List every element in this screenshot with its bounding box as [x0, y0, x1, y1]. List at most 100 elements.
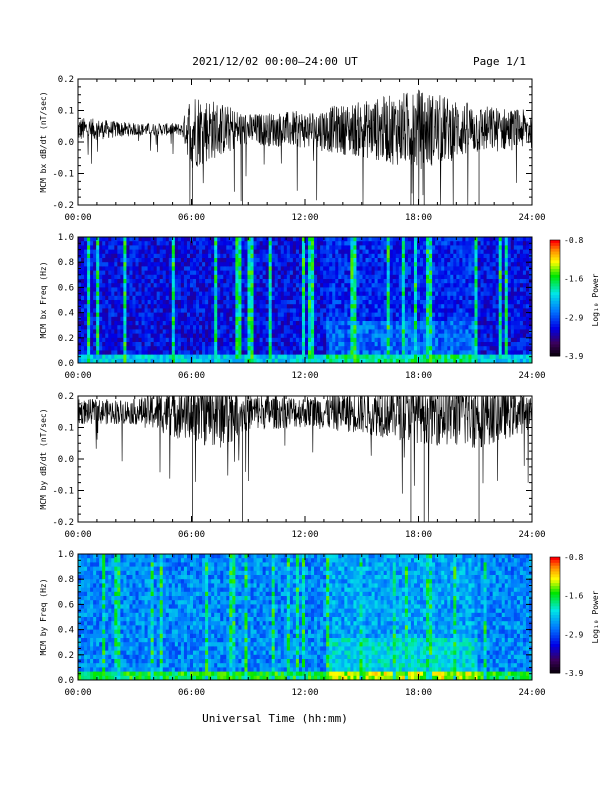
colorbar-swatch-15	[550, 601, 560, 604]
x-tick-label: 24:00	[518, 371, 545, 381]
colorbar-tick-label: -1.6	[564, 592, 583, 601]
y-tick-label: -0.2	[52, 201, 74, 211]
y-tick-label: -0.2	[52, 518, 74, 528]
colorbar-swatch-15	[550, 284, 560, 287]
colorbar-swatch-22	[550, 621, 560, 624]
colorbar-swatch-14	[550, 598, 560, 601]
colorbar-swatch-10	[550, 586, 560, 589]
colorbar-swatch-35	[550, 659, 560, 662]
spectrogram-cells	[78, 237, 532, 363]
y-tick-label: 0.2	[58, 392, 74, 402]
y-tick-label: 0.0	[58, 359, 74, 369]
colorbar-swatch-19	[550, 612, 560, 615]
x-tick-label: 06:00	[178, 530, 205, 540]
y-tick-label: 0.8	[58, 258, 74, 268]
y-tick-label: 0.0	[58, 455, 74, 465]
x-tick-label: 06:00	[178, 688, 205, 698]
x-tick-label: 12:00	[291, 371, 318, 381]
y-tick-label: 0.6	[58, 600, 74, 610]
colorbar-swatch-0	[550, 557, 560, 560]
colorbar-swatch-31	[550, 330, 560, 333]
colorbar-swatch-26	[550, 315, 560, 318]
colorbar-swatch-20	[550, 615, 560, 618]
colorbar-swatch-22	[550, 304, 560, 307]
colorbar-tick-label: -0.8	[564, 236, 583, 245]
colorbar-swatch-30	[550, 327, 560, 330]
colorbar-swatch-10	[550, 269, 560, 272]
colorbar-swatch-11	[550, 589, 560, 592]
colorbar-swatch-27	[550, 635, 560, 638]
colorbar-swatch-31	[550, 647, 560, 650]
y-axis-label: MCM bx dB/dt (nT/sec)	[39, 91, 48, 192]
colorbar-tick-label: -2.9	[564, 630, 583, 639]
colorbar-tick-label: -2.9	[564, 313, 583, 322]
colorbar-swatch-37	[550, 347, 560, 350]
colorbar-swatch-1	[550, 243, 560, 246]
y-axis-label: MCM by dB/dt (nT/sec)	[39, 408, 48, 509]
colorbar-swatch-18	[550, 609, 560, 612]
y-tick-label: 0.8	[58, 575, 74, 585]
y-tick-label: 0.2	[58, 334, 74, 344]
colorbar-label: Log₁₀ Power	[591, 590, 600, 643]
colorbar-swatch-30	[550, 644, 560, 647]
colorbar-swatch-24	[550, 627, 560, 630]
colorbar-swatch-7	[550, 260, 560, 263]
x-tick-label: 00:00	[64, 213, 91, 223]
colorbar-tick-label: -3.9	[564, 352, 583, 361]
colorbar-swatch-33	[550, 336, 560, 339]
y-tick-label: 1.0	[58, 233, 74, 243]
colorbar-swatch-34	[550, 339, 560, 342]
colorbar-swatch-36	[550, 344, 560, 347]
y-tick-label: 0.6	[58, 283, 74, 293]
colorbar-swatch-0	[550, 240, 560, 243]
colorbar-swatch-18	[550, 292, 560, 295]
y-tick-label: 0.0	[58, 676, 74, 686]
colorbar-swatch-14	[550, 281, 560, 284]
colorbar-swatch-27	[550, 318, 560, 321]
x-tick-label: 24:00	[518, 213, 545, 223]
colorbar-swatch-2	[550, 563, 560, 566]
colorbar-swatch-23	[550, 307, 560, 310]
colorbar-swatch-7	[550, 577, 560, 580]
colorbar-swatch-11	[550, 272, 560, 275]
colorbar-swatch-32	[550, 333, 560, 336]
colorbar-swatch-5	[550, 572, 560, 575]
colorbar-swatch-3	[550, 249, 560, 252]
x-tick-label: 12:00	[291, 530, 318, 540]
page-indicator: Page 1/1	[473, 55, 526, 68]
colorbar-swatch-3	[550, 566, 560, 569]
x-tick-label: 18:00	[405, 530, 432, 540]
colorbar-swatch-25	[550, 313, 560, 316]
colorbar-swatch-17	[550, 289, 560, 292]
y-tick-label: 0.1	[58, 424, 74, 434]
x-tick-label: 18:00	[405, 371, 432, 381]
colorbar-swatch-5	[550, 255, 560, 258]
x-tick-label: 24:00	[518, 530, 545, 540]
colorbar-swatch-38	[550, 667, 560, 670]
colorbar-swatch-1	[550, 560, 560, 563]
colorbar-swatch-9	[550, 266, 560, 269]
colorbar-swatch-6	[550, 257, 560, 260]
colorbar-swatch-24	[550, 310, 560, 313]
x-tick-label: 24:00	[518, 688, 545, 698]
colorbar-swatch-35	[550, 342, 560, 345]
colorbar-swatch-12	[550, 592, 560, 595]
colorbar-swatch-28	[550, 321, 560, 324]
colorbar-tick-label: -3.9	[564, 669, 583, 678]
colorbar-swatch-13	[550, 595, 560, 598]
y-tick-label: 0.4	[58, 309, 74, 319]
x-tick-label: 12:00	[291, 688, 318, 698]
colorbar-swatch-36	[550, 661, 560, 664]
colorbar-swatch-8	[550, 263, 560, 266]
y-axis-label: MCM by Freq (Hz)	[39, 578, 48, 655]
series-line	[78, 396, 532, 522]
colorbar-swatch-9	[550, 583, 560, 586]
plot-title: 2021/12/02 00:00–24:00 UT	[192, 55, 358, 68]
x-axis-title: Universal Time (hh:mm)	[202, 712, 348, 725]
